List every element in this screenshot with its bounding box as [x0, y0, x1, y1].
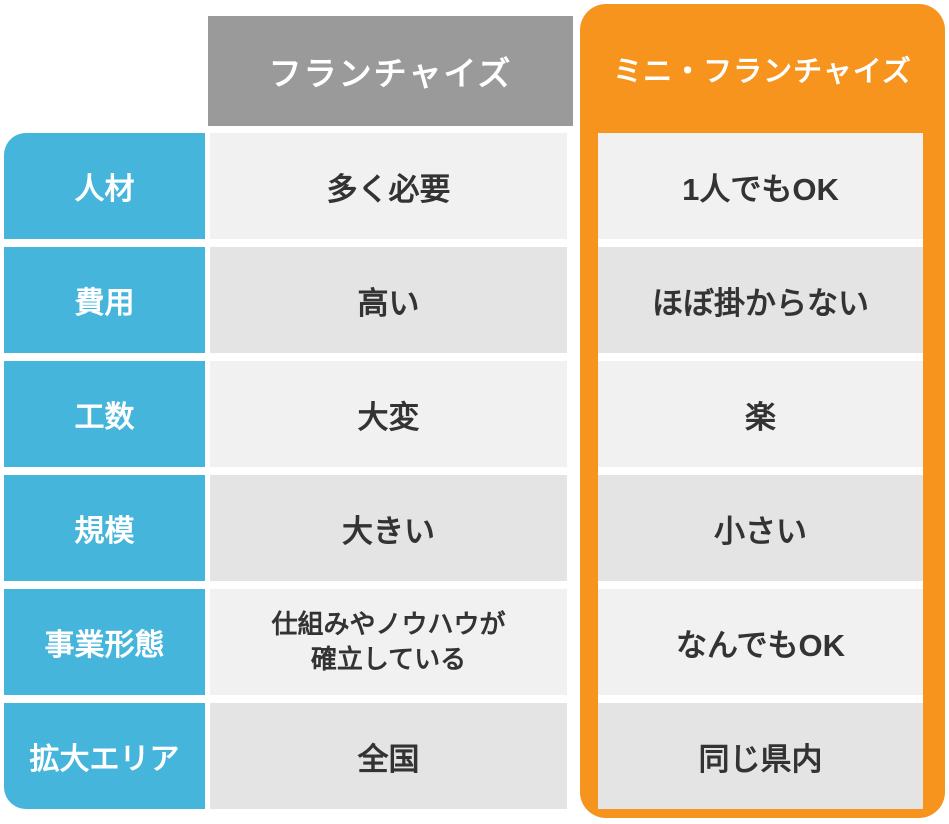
cell-text: なんでもOK — [676, 627, 845, 663]
row-label-text: 工数 — [74, 401, 135, 434]
row-label-cost: 費用 — [4, 247, 205, 353]
mini-franchise-panel-body — [598, 133, 923, 809]
mini-value-personnel: 1人でもOK — [598, 133, 923, 239]
franchise-column-header-label: フランチャイズ — [268, 55, 513, 92]
row-label-scale: 規模 — [4, 475, 205, 581]
cell-text: 大きい — [342, 513, 435, 549]
row-label-text: 規模 — [74, 515, 135, 548]
franchise-value-cost: 高い — [210, 247, 567, 353]
row-label-effort: 工数 — [4, 361, 205, 467]
mini-franchise-column-header-label: ミニ・フランチャイズ — [613, 55, 912, 88]
franchise-value-business-type: 仕組みやノウハウが 確立している — [210, 589, 567, 695]
cell-text: 全国 — [357, 741, 420, 777]
row-label-text: 事業形態 — [44, 629, 165, 662]
mini-value-effort: 楽 — [598, 361, 923, 467]
cell-text: 高い — [357, 285, 420, 321]
row-label-text: 拡大エリア — [29, 743, 180, 776]
cell-text-line2: 確立している — [310, 644, 467, 674]
cell-text: 楽 — [745, 399, 776, 435]
row-label-personnel: 人材 — [4, 133, 205, 239]
franchise-value-personnel: 多く必要 — [210, 133, 567, 239]
row-label-text: 費用 — [74, 287, 135, 320]
cell-text: 同じ県内 — [698, 741, 823, 777]
cell-text: 1人でもOK — [682, 171, 839, 207]
franchise-value-effort: 大変 — [210, 361, 567, 467]
cell-text: 小さい — [714, 513, 807, 549]
row-label-text: 人材 — [74, 173, 135, 206]
row-label-expansion-area: 拡大エリア — [4, 703, 205, 809]
cell-text: 多く必要 — [326, 171, 451, 207]
cell-text: ほぼ掛からない — [652, 285, 869, 321]
franchise-column-header: フランチャイズ — [208, 16, 573, 126]
cell-text: 大変 — [357, 399, 420, 435]
mini-value-expansion-area: 同じ県内 — [598, 703, 923, 809]
mini-value-business-type: なんでもOK — [598, 589, 923, 695]
franchise-value-scale: 大きい — [210, 475, 567, 581]
row-label-business-type: 事業形態 — [4, 589, 205, 695]
mini-value-scale: 小さい — [598, 475, 923, 581]
franchise-value-expansion-area: 全国 — [210, 703, 567, 809]
mini-value-cost: ほぼ掛からない — [598, 247, 923, 353]
mini-franchise-column-header: ミニ・フランチャイズ — [580, 4, 945, 133]
cell-text-line1: 仕組みやノウハウが — [271, 608, 506, 639]
